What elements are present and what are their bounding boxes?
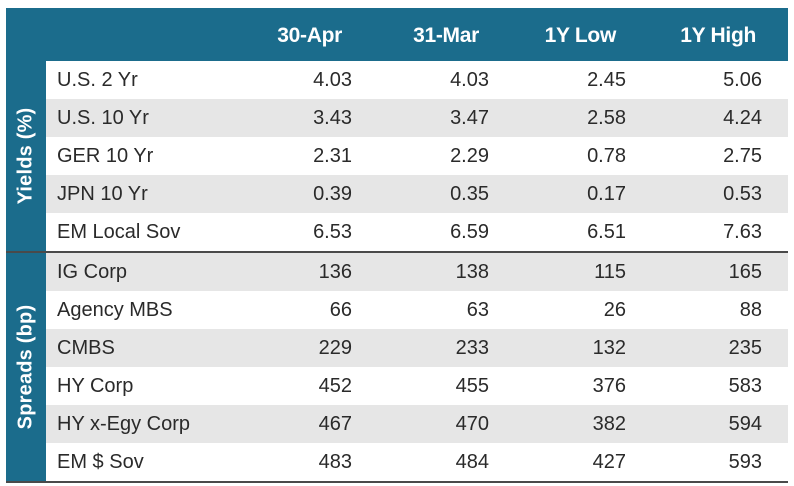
- cell-30-apr: 6.53: [313, 221, 352, 243]
- table-header: 30-Apr 31-Mar 1Y Low 1Y High: [6, 8, 788, 61]
- cell-30-apr: 136: [318, 261, 352, 283]
- table-row: IG Corp 136 138 115 165: [46, 253, 788, 291]
- table-row: U.S. 2 Yr 4.03 4.03 2.45 5.06: [46, 61, 788, 99]
- header-31-mar: 31-Mar: [413, 24, 479, 47]
- cell-1y-high: 165: [728, 261, 762, 283]
- cell-31-mar: 2.29: [450, 145, 489, 167]
- cell-1y-high: 4.24: [723, 107, 762, 129]
- cell-31-mar: 455: [455, 375, 489, 397]
- cell-1y-low: 2.45: [587, 69, 626, 91]
- yields-group-label: Yields (%): [6, 61, 46, 251]
- cell-1y-low: 427: [592, 451, 626, 473]
- table-row: HY x-Egy Corp 467 470 382 594: [46, 405, 788, 443]
- cell-1y-low: 376: [592, 375, 626, 397]
- cell-1y-high: 594: [728, 413, 762, 435]
- cell-31-mar: 470: [455, 413, 489, 435]
- cell-1y-high: 2.75: [723, 145, 762, 167]
- cell-31-mar: 233: [455, 337, 489, 359]
- cell-31-mar: 6.59: [450, 221, 489, 243]
- cell-30-apr: 483: [318, 451, 352, 473]
- row-label: Agency MBS: [57, 299, 173, 321]
- cell-1y-high: 593: [728, 451, 762, 473]
- yields-group: Yields (%) U.S. 2 Yr 4.03 4.03 2.45 5.06…: [6, 61, 788, 251]
- table-row: CMBS 229 233 132 235: [46, 329, 788, 367]
- cell-1y-low: 0.17: [587, 183, 626, 205]
- table-row: GER 10 Yr 2.31 2.29 0.78 2.75: [46, 137, 788, 175]
- row-label: CMBS: [57, 337, 115, 359]
- cell-1y-high: 88: [739, 299, 762, 321]
- table-row: HY Corp 452 455 376 583: [46, 367, 788, 405]
- header-1y-low: 1Y Low: [544, 24, 617, 47]
- table-row: JPN 10 Yr 0.39 0.35 0.17 0.53: [46, 175, 788, 213]
- row-label: EM Local Sov: [57, 221, 181, 243]
- row-label: EM $ Sov: [57, 451, 144, 473]
- header-1y-high: 1Y High: [680, 24, 756, 47]
- cell-30-apr: 229: [318, 337, 352, 359]
- cell-30-apr: 467: [318, 413, 352, 435]
- cell-31-mar: 0.35: [450, 183, 489, 205]
- cell-30-apr: 452: [318, 375, 352, 397]
- spreads-group-label: Spreads (bp): [6, 253, 46, 481]
- row-label: U.S. 2 Yr: [57, 69, 138, 91]
- cell-1y-low: 382: [592, 413, 626, 435]
- yields-rows: U.S. 2 Yr 4.03 4.03 2.45 5.06 U.S. 10 Yr…: [46, 61, 788, 251]
- cell-1y-high: 235: [728, 337, 762, 359]
- table-row: U.S. 10 Yr 3.43 3.47 2.58 4.24: [46, 99, 788, 137]
- cell-31-mar: 3.47: [450, 107, 489, 129]
- cell-1y-low: 115: [594, 261, 626, 283]
- cell-30-apr: 2.31: [313, 145, 352, 167]
- table-row: Agency MBS 66 63 26 88: [46, 291, 788, 329]
- cell-31-mar: 63: [466, 299, 489, 321]
- cell-1y-low: 2.58: [587, 107, 626, 129]
- spreads-rows: IG Corp 136 138 115 165 Agency MBS 66 63…: [46, 253, 788, 481]
- cell-1y-low: 26: [603, 299, 626, 321]
- row-label: HY Corp: [57, 375, 134, 397]
- spreads-group: Spreads (bp) IG Corp 136 138 115 165 Age…: [6, 251, 788, 481]
- row-label: GER 10 Yr: [57, 145, 154, 167]
- cell-31-mar: 484: [455, 451, 489, 473]
- row-label: JPN 10 Yr: [57, 183, 148, 205]
- cell-1y-low: 0.78: [587, 145, 626, 167]
- cell-1y-high: 583: [728, 375, 762, 397]
- table-row: EM $ Sov 483 484 427 593: [46, 443, 788, 481]
- market-data-table: 30-Apr 31-Mar 1Y Low 1Y High Yields (%) …: [6, 8, 788, 483]
- bottom-rule: [6, 481, 788, 483]
- row-label: IG Corp: [57, 261, 128, 283]
- cell-1y-high: 7.63: [723, 221, 762, 243]
- cell-31-mar: 138: [455, 261, 489, 283]
- cell-31-mar: 4.03: [450, 69, 489, 91]
- row-label: HY x-Egy Corp: [57, 413, 191, 435]
- cell-1y-low: 132: [592, 337, 626, 359]
- spreads-label-text: Spreads (bp): [14, 304, 37, 430]
- cell-1y-high: 5.06: [723, 69, 762, 91]
- cell-30-apr: 3.43: [313, 107, 352, 129]
- cell-30-apr: 4.03: [313, 69, 352, 91]
- row-label: U.S. 10 Yr: [57, 107, 149, 129]
- cell-30-apr: 66: [329, 299, 352, 321]
- header-30-apr: 30-Apr: [277, 24, 342, 47]
- cell-30-apr: 0.39: [313, 183, 352, 205]
- cell-1y-low: 6.51: [587, 221, 626, 243]
- table-row: EM Local Sov 6.53 6.59 6.51 7.63: [46, 213, 788, 251]
- yields-label-text: Yields (%): [14, 107, 37, 205]
- cell-1y-high: 0.53: [723, 183, 762, 205]
